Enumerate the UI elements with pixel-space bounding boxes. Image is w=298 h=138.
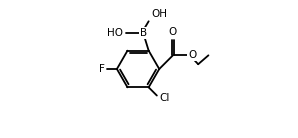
Text: HO: HO xyxy=(107,28,123,38)
Text: O: O xyxy=(169,27,177,37)
Text: B: B xyxy=(140,28,147,38)
Text: O: O xyxy=(188,50,196,60)
Text: F: F xyxy=(99,64,105,74)
Text: Cl: Cl xyxy=(160,93,170,103)
Text: OH: OH xyxy=(151,9,167,18)
